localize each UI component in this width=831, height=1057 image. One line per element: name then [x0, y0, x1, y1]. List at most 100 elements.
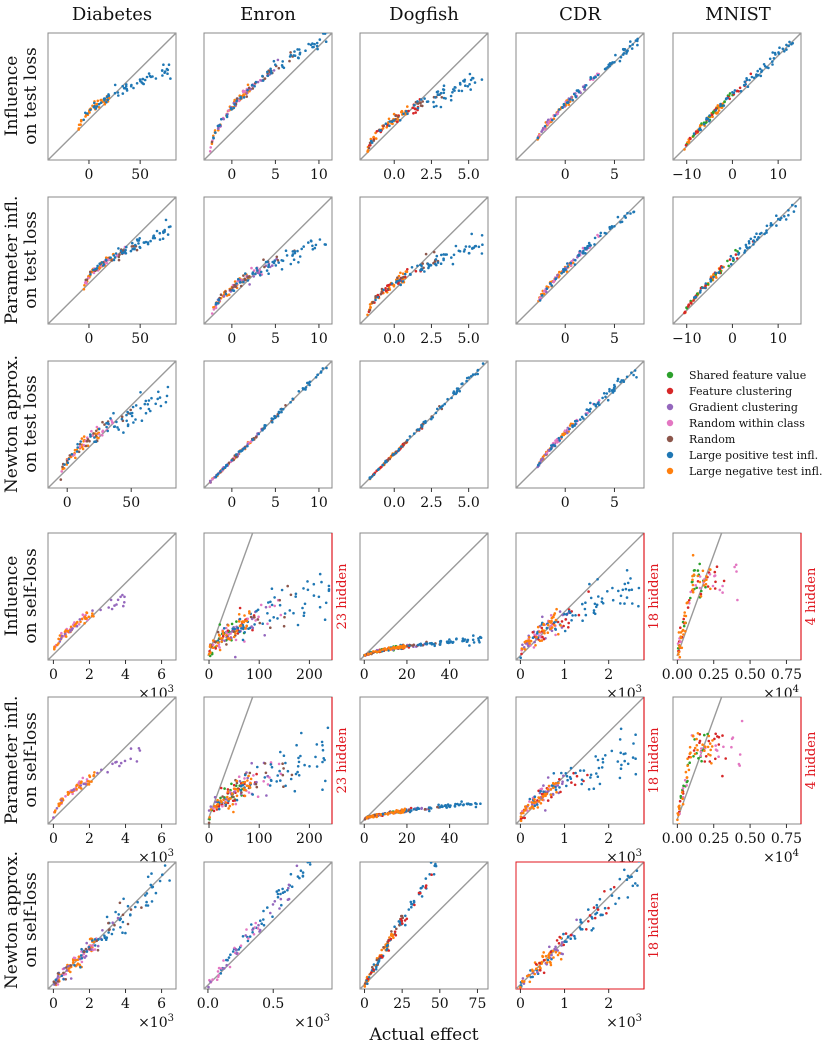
point-neg: [211, 639, 215, 642]
point-pos: [263, 776, 267, 779]
point-pos: [622, 752, 625, 756]
point-pos: [571, 424, 574, 427]
point-pos: [374, 967, 378, 971]
point-feature: [564, 618, 567, 621]
point-pos: [597, 595, 600, 598]
point-pos: [569, 261, 573, 265]
point-pos: [568, 427, 571, 431]
x-multiplier-base: ×10: [606, 1015, 636, 1031]
point-within: [734, 563, 738, 567]
point-feature: [558, 778, 561, 781]
point-neg: [375, 813, 379, 816]
point-pos: [581, 619, 584, 622]
reference-line: [516, 697, 644, 824]
point-pos: [293, 50, 296, 53]
panel-frame: [672, 696, 802, 825]
point-pos: [297, 774, 301, 777]
point-pos: [291, 253, 295, 256]
point-random: [113, 923, 116, 927]
point-neg: [695, 744, 699, 747]
point-pos: [289, 777, 293, 781]
point-neg: [403, 645, 407, 648]
point-pos: [461, 637, 465, 640]
point-pos: [311, 244, 314, 248]
legend-marker-gradient: [666, 403, 674, 411]
point-pos: [708, 114, 711, 117]
x-tick-label: 1: [560, 996, 569, 1012]
point-pos: [154, 402, 157, 406]
point-random: [84, 947, 88, 951]
reference-line: [48, 33, 176, 160]
x-tick-label: 0: [516, 667, 525, 683]
point-feature: [713, 737, 716, 741]
point-gradient: [72, 788, 76, 791]
point-feature: [706, 585, 710, 588]
x-tick-label: 5.0: [458, 167, 480, 183]
point-neg: [232, 810, 235, 814]
point-random: [231, 286, 234, 289]
point-pos: [468, 644, 471, 647]
point-pos: [269, 600, 272, 604]
point-pos: [477, 639, 481, 642]
point-pos: [390, 282, 394, 285]
panel-plot-area: [48, 697, 176, 824]
point-pos: [291, 250, 295, 253]
point-within: [56, 983, 60, 986]
point-pos: [614, 53, 617, 57]
point-feature: [596, 908, 600, 911]
point-pos: [433, 644, 437, 648]
panel-r3-c0: 0 2 4 6×103: [47, 532, 177, 702]
point-pos: [321, 760, 324, 764]
point-pos: [630, 47, 634, 50]
point-pos: [166, 385, 170, 389]
point-neg: [703, 745, 707, 748]
point-gradient: [276, 58, 280, 62]
point-pos: [147, 72, 151, 75]
point-gradient: [265, 794, 268, 797]
point-pos: [104, 258, 108, 262]
point-pos: [387, 649, 390, 652]
point-pos: [314, 755, 317, 759]
point-pos: [266, 74, 270, 78]
point-pos: [269, 778, 273, 782]
point-neg: [552, 613, 556, 617]
point-feature: [708, 760, 712, 763]
point-within: [699, 750, 703, 753]
point-pos: [609, 888, 613, 891]
point-pos: [471, 638, 475, 642]
panel-plot-area: [360, 197, 488, 324]
point-pos: [625, 52, 628, 55]
x-multiplier-exp: 4: [793, 848, 799, 859]
point-within: [82, 443, 85, 447]
point-pos: [303, 602, 307, 606]
point-neg: [553, 623, 556, 627]
point-neg: [686, 757, 689, 760]
point-pos: [611, 586, 614, 590]
point-pos: [584, 84, 588, 87]
point-pos: [126, 423, 130, 426]
point-pos: [439, 105, 443, 109]
point-within: [279, 613, 283, 617]
point-pos: [528, 797, 532, 801]
point-neg: [93, 771, 96, 774]
point-feature: [232, 783, 236, 787]
point-pos: [637, 862, 640, 863]
point-neg: [53, 647, 56, 651]
point-pos: [73, 964, 76, 967]
point-random: [219, 293, 223, 297]
point-neg: [684, 621, 687, 624]
point-within: [554, 633, 557, 637]
point-pos: [580, 778, 584, 782]
point-pos: [618, 776, 622, 780]
point-shared: [726, 259, 729, 263]
point-feature: [738, 86, 742, 90]
point-pos: [622, 379, 625, 382]
point-pos: [107, 931, 110, 934]
point-neg: [676, 818, 679, 822]
point-pos: [121, 931, 124, 934]
point-neg: [222, 798, 225, 802]
point-pos: [261, 74, 264, 78]
point-pos: [733, 89, 737, 92]
point-random: [54, 982, 57, 985]
